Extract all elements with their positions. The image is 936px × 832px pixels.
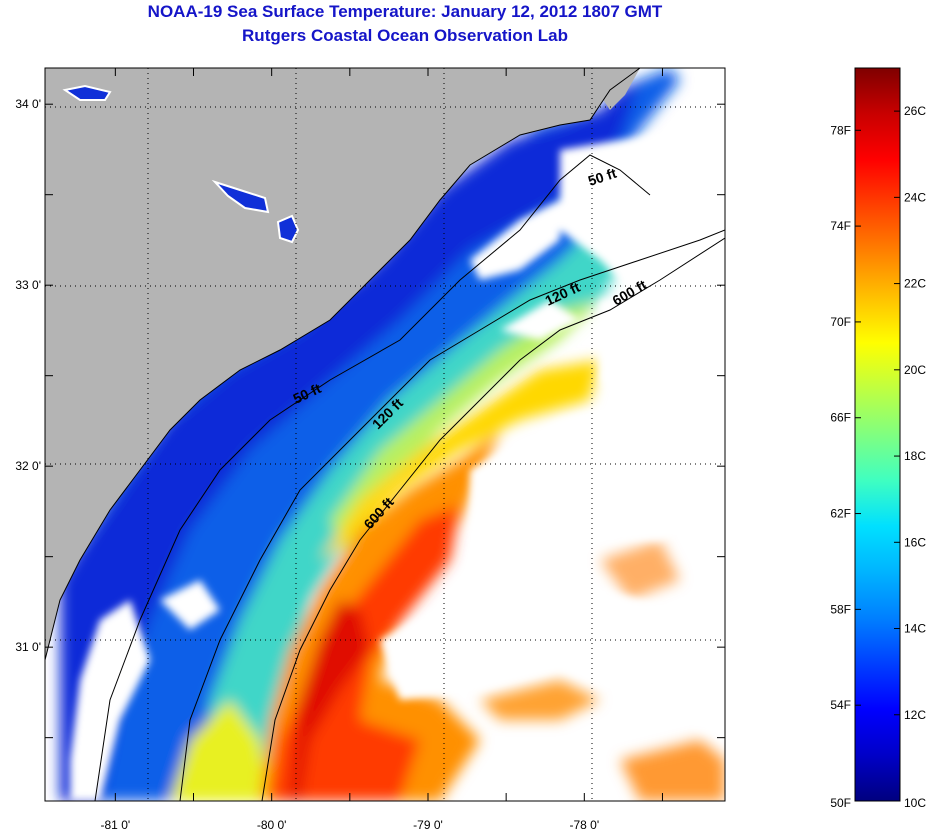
colorbar-fahrenheit-label: 50F: [830, 796, 851, 810]
colorbar-celsius-label: 20C: [904, 363, 926, 377]
colorbar-celsius-label: 12C: [904, 708, 926, 722]
colorbar-fahrenheit-label: 62F: [830, 507, 851, 521]
colorbar-celsius-label: 18C: [904, 449, 926, 463]
colorbar-fahrenheit-label: 66F: [830, 411, 851, 425]
colorbar-celsius-label: 26C: [904, 104, 926, 118]
lat-tick-label: 34 0': [15, 97, 41, 111]
coastline: [45, 68, 641, 661]
cloud-mask: [70, 110, 725, 801]
colorbar-celsius-label: 14C: [904, 622, 926, 636]
lon-tick-label: -79 0': [413, 818, 443, 832]
map-axis-ticks: -81 0' -80 0' -79 0' -78 0' 34 0' 33 0' 32 0' 3…: [15, 68, 725, 832]
map-plot-area: [45, 68, 725, 801]
lon-tick-label: -81 0': [101, 818, 131, 832]
isobath-contours: [94, 154, 725, 801]
colorbar-fahrenheit-label: 54F: [830, 698, 851, 712]
lon-tick-label: -78 0': [569, 818, 599, 832]
map-subtitle: Rutgers Coastal Ocean Observation Lab: [242, 26, 568, 45]
map-title: NOAA-19 Sea Surface Temperature: January…: [147, 2, 663, 21]
land-mass: [45, 68, 610, 660]
colorbar-fahrenheit-label: 58F: [830, 602, 851, 616]
lat-tick-label: 33 0': [15, 278, 41, 292]
colorbar: 10C 12C 14C 16C 18C 20C 22C 24C 26C 50F 54F 58F 62F 6…: [830, 67, 926, 810]
colorbar-fahrenheit-label: 74F: [830, 219, 851, 233]
colorbar-gradient: [854, 67, 901, 802]
lake: [276, 214, 300, 244]
colorbar-fahrenheit-label: 70F: [830, 315, 851, 329]
colorbar-celsius-label: 16C: [904, 535, 926, 549]
graticule: [45, 68, 725, 801]
map-frame: [44, 67, 726, 802]
colorbar-celsius-label: 10C: [904, 796, 926, 810]
lake: [211, 179, 270, 214]
colorbar-celsius-label: 24C: [904, 190, 926, 204]
colorbar-fahrenheit-label: 78F: [830, 123, 851, 137]
lat-tick-label: 31 0': [15, 640, 41, 654]
colorbar-celsius-label: 22C: [904, 277, 926, 291]
lake: [62, 84, 112, 101]
lat-tick-label: 32 0': [15, 459, 41, 473]
land-mass-north: [600, 68, 640, 110]
lon-tick-label: -80 0': [257, 818, 287, 832]
